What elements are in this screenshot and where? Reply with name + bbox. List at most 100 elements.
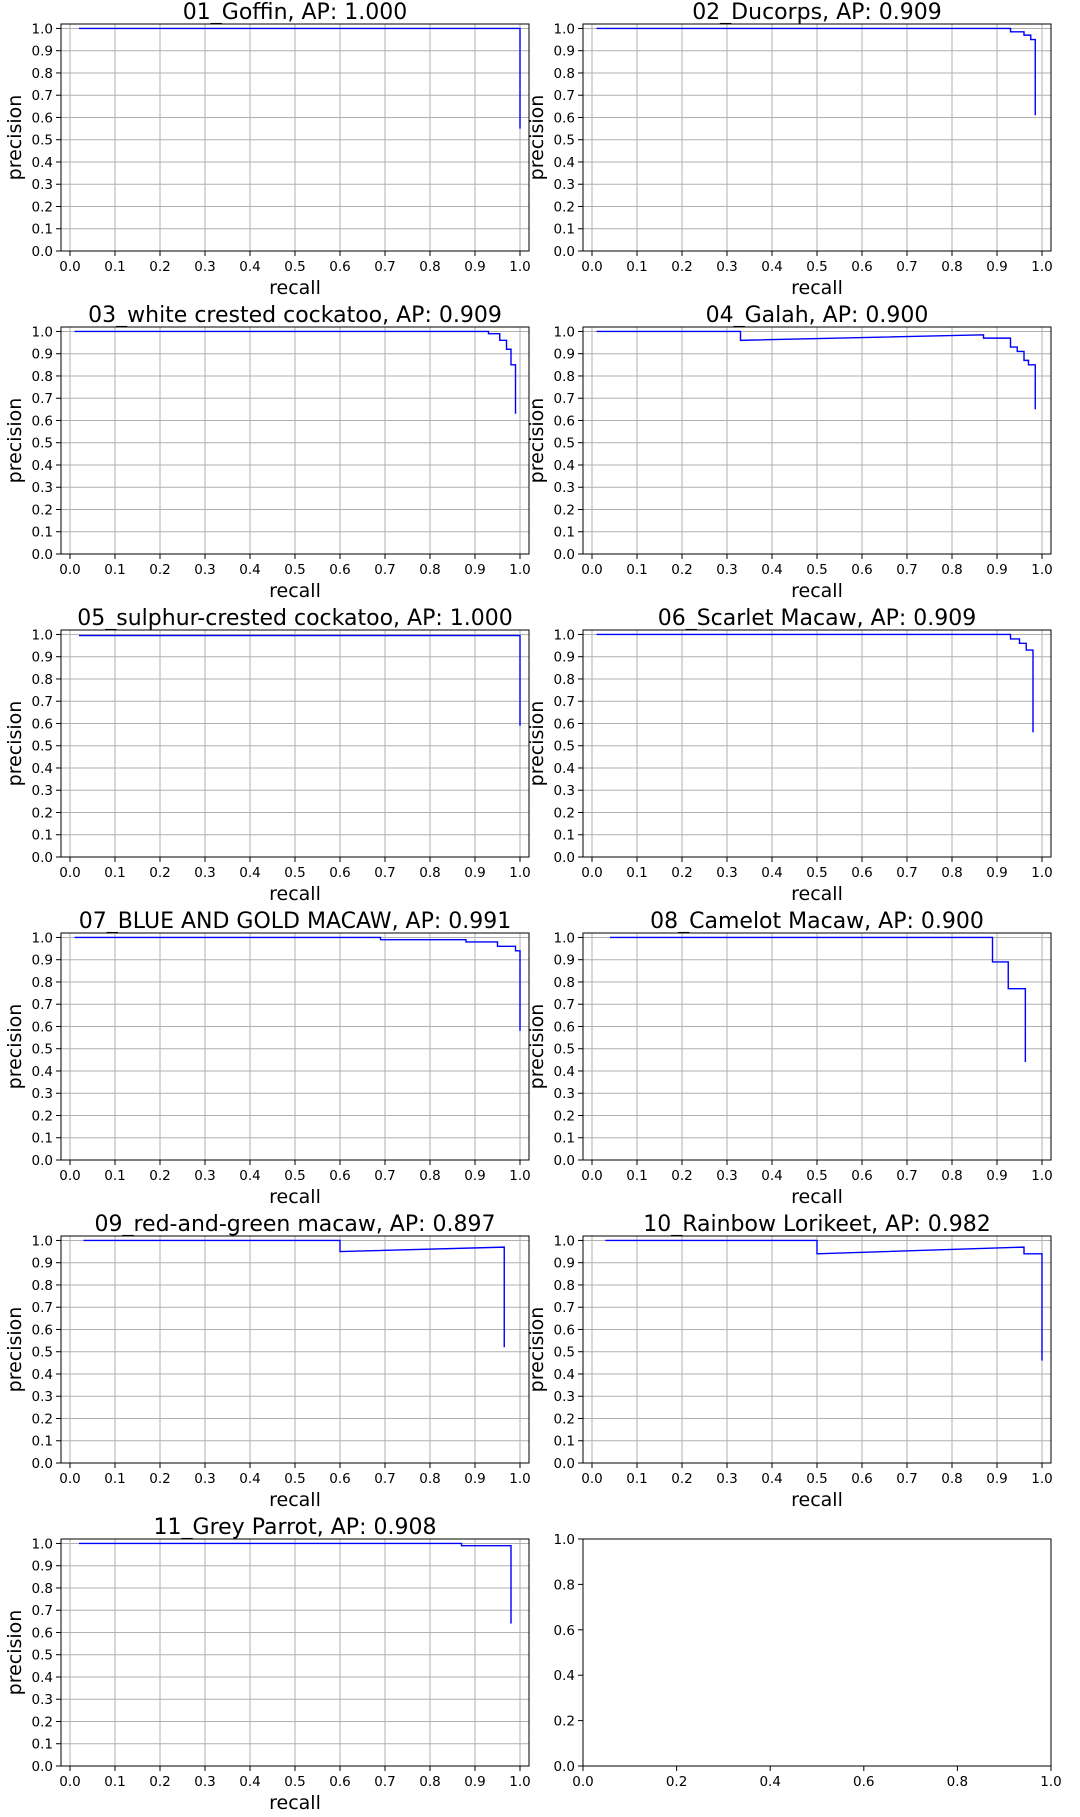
y-tick-label: 0.0 [32, 1456, 53, 1472]
y-tick-label: 0.4 [554, 458, 575, 474]
y-tick-label: 0.0 [554, 850, 575, 866]
x-tick-label: 0.0 [581, 562, 602, 578]
x-tick-label: 0.6 [329, 562, 350, 578]
y-tick-label: 0.4 [554, 155, 575, 171]
y-tick-label: 0.1 [32, 828, 53, 844]
y-tick-label: 0.5 [554, 133, 575, 149]
y-tick-label: 0.9 [554, 650, 575, 666]
x-tick-label: 0.1 [104, 1471, 125, 1487]
chart-title: 11_Grey Parrot, AP: 0.908 [154, 1515, 437, 1540]
x-tick-label: 0.2 [149, 1774, 170, 1790]
x-tick-label: 0.7 [374, 562, 395, 578]
x-axis-label: recall [269, 883, 321, 905]
x-tick-label: 0.1 [104, 1168, 125, 1184]
x-tick-label: 0.1 [104, 259, 125, 275]
x-tick-label: 0.2 [666, 1774, 687, 1790]
pr-curve [83, 1239, 505, 1348]
y-tick-label: 1.0 [32, 1233, 53, 1249]
x-tick-label: 1.0 [1031, 1168, 1052, 1184]
pr-curve [605, 1239, 1043, 1361]
y-tick-label: 0.8 [32, 1581, 53, 1597]
y-tick-label: 0.0 [32, 850, 53, 866]
pr-chart-7: 0.0 0.1 0.2 0.3 0.4 0.5 0.6 0.7 0.8 0.9 1.0 0.0 0.1 0… [4, 909, 531, 1208]
y-tick-label: 0.6 [32, 716, 53, 732]
y-axis-label: precision [526, 1004, 548, 1090]
y-tick-label: 0.9 [32, 650, 53, 666]
x-tick-label: 0.4 [761, 1471, 782, 1487]
x-tick-label: 0.4 [761, 562, 782, 578]
x-tick-label: 0.3 [194, 562, 215, 578]
x-tick-label: 0.6 [329, 1471, 350, 1487]
pr-chart-8: 0.0 0.1 0.2 0.3 0.4 0.5 0.6 0.7 0.8 0.9 1.0 0.0 0.1 0… [526, 909, 1053, 1208]
x-tick-label: 0.8 [419, 865, 440, 881]
chart-title: 02_Ducorps, AP: 0.909 [692, 0, 942, 25]
x-tick-label: 0.5 [284, 259, 305, 275]
chart-title: 09_red-and-green macaw, AP: 0.897 [94, 1212, 495, 1237]
pr-chart-1: 0.0 0.1 0.2 0.3 0.4 0.5 0.6 0.7 0.8 0.9 1.0 0.0 0.1 0… [4, 0, 531, 299]
chart-title: 07_BLUE AND GOLD MACAW, AP: 0.991 [79, 909, 512, 934]
x-tick-label: 0.3 [194, 1471, 215, 1487]
x-tick-label: 0.5 [284, 1471, 305, 1487]
x-tick-label: 0.6 [329, 259, 350, 275]
y-tick-label: 0.5 [32, 133, 53, 149]
x-tick-label: 0.1 [626, 865, 647, 881]
x-tick-label: 0.0 [59, 865, 80, 881]
y-tick-label: 0.3 [554, 783, 575, 799]
pr-chart-9: 0.0 0.1 0.2 0.3 0.4 0.5 0.6 0.7 0.8 0.9 1.0 0.0 0.1 0… [4, 1212, 531, 1511]
x-tick-label: 0.4 [761, 1168, 782, 1184]
y-tick-label: 0.3 [32, 1692, 53, 1708]
x-axis-label: recall [269, 1489, 321, 1511]
x-tick-label: 0.2 [671, 865, 692, 881]
x-tick-label: 0.8 [941, 1168, 962, 1184]
y-tick-label: 0.9 [554, 44, 575, 60]
pr-curve [596, 633, 1034, 733]
x-tick-label: 0.1 [626, 259, 647, 275]
y-tick-label: 0.4 [32, 1367, 53, 1383]
x-axis-label: recall [791, 883, 843, 905]
y-tick-label: 0.9 [32, 44, 53, 60]
x-tick-label: 0.9 [986, 1168, 1007, 1184]
x-tick-label: 0.6 [851, 1471, 872, 1487]
y-tick-label: 0.1 [32, 1131, 53, 1147]
x-tick-label: 0.8 [419, 259, 440, 275]
y-tick-label: 0.4 [32, 761, 53, 777]
y-tick-label: 0.0 [554, 244, 575, 260]
y-tick-label: 1.0 [32, 627, 53, 643]
y-tick-label: 0.8 [32, 369, 53, 385]
y-tick-label: 0.0 [554, 1456, 575, 1472]
x-tick-label: 0.7 [896, 259, 917, 275]
x-tick-label: 0.4 [759, 1774, 780, 1790]
chart-title: 10_Rainbow Lorikeet, AP: 0.982 [643, 1212, 991, 1237]
y-tick-label: 0.5 [32, 739, 53, 755]
x-tick-label: 0.2 [149, 259, 170, 275]
x-tick-label: 0.2 [671, 1168, 692, 1184]
x-tick-label: 0.9 [464, 1471, 485, 1487]
pr-curve [610, 936, 1027, 1063]
x-tick-label: 0.8 [419, 1471, 440, 1487]
x-tick-label: 1.0 [509, 259, 530, 275]
y-tick-label: 0.5 [554, 436, 575, 452]
x-tick-label: 0.4 [239, 259, 260, 275]
x-tick-label: 0.1 [626, 1471, 647, 1487]
chart-title: 08_Camelot Macaw, AP: 0.900 [650, 909, 984, 934]
x-tick-label: 0.2 [671, 259, 692, 275]
pr-curve [79, 634, 521, 726]
y-axis-label: precision [4, 1004, 26, 1090]
y-tick-label: 0.7 [32, 88, 53, 104]
x-tick-label: 1.0 [1031, 865, 1052, 881]
y-tick-label: 0.6 [32, 1625, 53, 1641]
y-tick-label: 0.4 [32, 1064, 53, 1080]
x-tick-label: 1.0 [1040, 1774, 1061, 1790]
y-tick-label: 0.5 [32, 1648, 53, 1664]
y-tick-label: 0.2 [554, 1411, 575, 1427]
y-tick-label: 0.7 [32, 391, 53, 407]
y-tick-label: 0.6 [32, 1019, 53, 1035]
x-tick-label: 0.8 [419, 1774, 440, 1790]
x-tick-label: 0.1 [104, 562, 125, 578]
x-tick-label: 1.0 [1031, 1471, 1052, 1487]
pr-curve [74, 330, 517, 414]
y-tick-label: 0.7 [32, 997, 53, 1013]
x-tick-label: 1.0 [1031, 562, 1052, 578]
y-tick-label: 0.9 [32, 1256, 53, 1272]
y-tick-label: 0.6 [32, 413, 53, 429]
